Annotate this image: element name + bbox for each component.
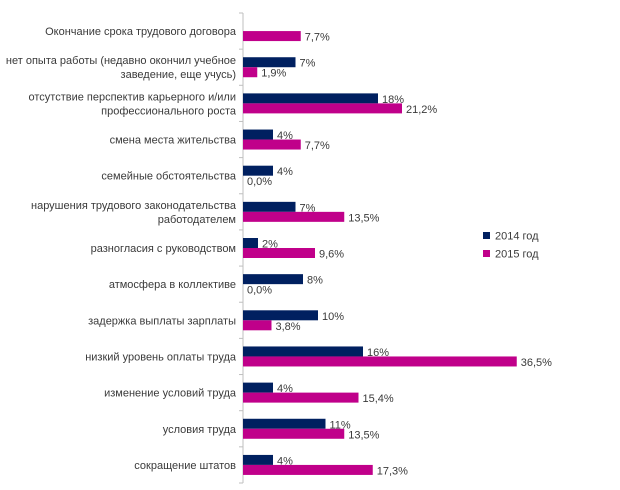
data-label: 4% [277, 130, 293, 142]
category-label: семейные обстоятельства [101, 171, 236, 183]
category-label-line: сокращение штатов [134, 460, 236, 472]
bar-2014 [243, 382, 273, 393]
legend-swatch [483, 250, 490, 257]
data-label: 18% [382, 94, 404, 106]
legend-label: 2015 год [495, 249, 539, 261]
category-label-line: отсутствие перспектив карьерного и/или [29, 91, 237, 103]
bar-2014 [243, 129, 273, 140]
legend-label: 2014 год [495, 231, 539, 243]
data-label: 0,0% [247, 176, 272, 188]
bar-2015 [243, 248, 315, 258]
category-label-line: задержка выплаты зарплаты [88, 315, 236, 327]
data-label: 4% [277, 383, 293, 395]
bar-2014 [243, 165, 273, 176]
legend-swatch [483, 232, 490, 239]
data-label: 3,8% [276, 321, 301, 333]
data-label: 7,7% [305, 32, 330, 44]
bar-2015 [243, 392, 359, 403]
category-label: условия труда [163, 424, 237, 436]
bar-2015 [243, 356, 517, 367]
category-label-line: низкий уровень оплаты труда [85, 351, 237, 363]
data-label: 7% [300, 202, 316, 214]
category-label-line: нет опыта работы (недавно окончил учебно… [6, 55, 236, 67]
category-label-line: заведение, еще учусь) [121, 69, 236, 81]
bar-2014 [243, 346, 363, 357]
category-label: атмосфера в коллективе [109, 279, 236, 291]
data-label: 15,4% [363, 393, 394, 405]
category-label: разногласия с руководством [91, 243, 236, 255]
bar-2014 [243, 201, 296, 212]
category-label: Окончание срока трудового договора [45, 26, 237, 38]
data-label: 13,5% [348, 212, 379, 224]
bar-2015 [243, 464, 373, 475]
bar-2014 [243, 418, 326, 429]
data-label: 11% [330, 419, 351, 431]
data-label: 8% [307, 275, 323, 287]
data-label: 9,6% [319, 249, 344, 261]
category-label: отсутствие перспектив карьерного и/или пр… [29, 91, 237, 117]
category-label: смена места жительства [110, 135, 237, 147]
category-label-line: работодателем [158, 214, 236, 226]
category-label: низкий уровень оплаты труда [85, 351, 237, 363]
data-label: 13,5% [348, 429, 379, 441]
data-label: 4% [277, 455, 293, 467]
category-label-line: нарушения трудового законодательства [31, 200, 237, 212]
data-label: 1,9% [261, 68, 286, 80]
category-label-line: профессионального роста [101, 105, 237, 117]
category-label-line: изменение условий труда [104, 388, 237, 400]
category-label: нарушения трудового законодательства рабо… [31, 200, 237, 226]
data-label: 10% [322, 311, 344, 323]
category-label: нет опыта работы (недавно окончил учебно… [6, 55, 236, 81]
category-label-line: смена места жительства [110, 135, 237, 147]
bar-2014 [243, 454, 273, 465]
data-label: 7,7% [305, 140, 330, 152]
data-label: 17,3% [377, 465, 408, 477]
bar-2014 [243, 57, 296, 68]
bar-2015 [243, 139, 301, 150]
bar-2015 [243, 31, 301, 42]
bar-2015 [243, 211, 345, 222]
data-label: 16% [367, 347, 389, 359]
data-label: 2% [262, 239, 278, 251]
data-label: 7% [300, 58, 316, 70]
bar-2015 [243, 320, 272, 331]
data-label: 4% [277, 166, 293, 178]
bar-2015 [243, 67, 258, 78]
bar-2014 [243, 274, 303, 285]
bar-2015 [243, 428, 345, 439]
bar-2014 [243, 238, 258, 248]
category-label-line: условия труда [163, 424, 237, 436]
data-label: 36,5% [521, 357, 552, 369]
bar-2014 [243, 310, 318, 321]
bar-2015 [243, 103, 402, 114]
category-label-line: разногласия с руководством [91, 243, 236, 255]
category-label: задержка выплаты зарплаты [88, 315, 236, 327]
category-label-line: атмосфера в коллективе [109, 279, 236, 291]
category-label-line: семейные обстоятельства [101, 171, 236, 183]
category-label: изменение условий труда [104, 388, 237, 400]
bar-2014 [243, 93, 378, 104]
category-label-line: Окончание срока трудового договора [45, 26, 237, 38]
category-label: сокращение штатов [134, 460, 236, 472]
data-label: 21,2% [406, 104, 437, 116]
data-label: 0,0% [247, 285, 272, 297]
